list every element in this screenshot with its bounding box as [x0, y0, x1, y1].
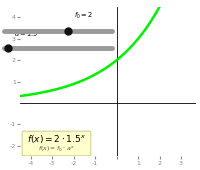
Text: $f(x) = f_0 \cdot a^x$: $f(x) = f_0 \cdot a^x$	[38, 145, 75, 154]
FancyBboxPatch shape	[22, 131, 91, 156]
Text: $f(x) = 2 \cdot 1.5^x$: $f(x) = 2 \cdot 1.5^x$	[27, 133, 86, 145]
Text: $f_0 = 2$: $f_0 = 2$	[74, 11, 93, 21]
Text: $a = 1.5$: $a = 1.5$	[14, 29, 38, 38]
